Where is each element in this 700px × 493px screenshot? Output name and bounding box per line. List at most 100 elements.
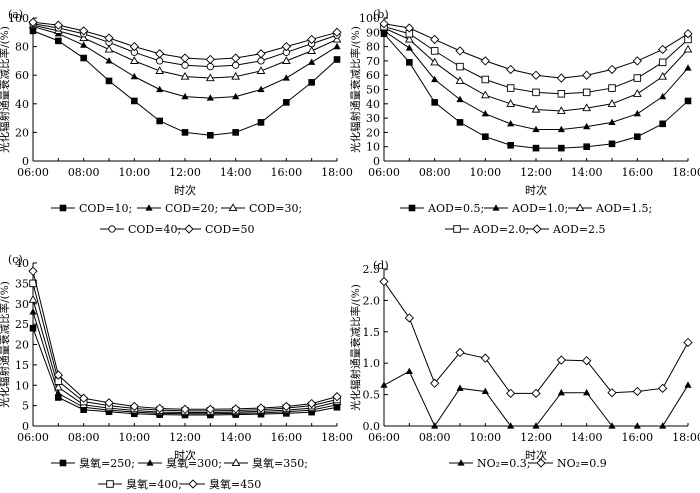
data-point <box>532 422 540 429</box>
data-point <box>231 71 241 80</box>
data-point <box>532 125 540 133</box>
data-point <box>80 54 87 62</box>
legend-entry: COD=50 <box>205 223 254 236</box>
data-point <box>506 64 516 75</box>
data-point <box>333 56 341 63</box>
series-line-2 <box>32 299 338 414</box>
series-line-1 <box>383 281 689 394</box>
data-point <box>607 64 617 75</box>
data-point <box>205 73 215 82</box>
data-point <box>556 73 566 83</box>
chart-panel-0: 0 20 40 60 80 100 06:00 08:00 10:00 12:00 14:00 16:… <box>0 8 353 236</box>
data-point <box>105 77 113 85</box>
series-line-1 <box>32 311 338 415</box>
data-point <box>105 57 113 64</box>
data-point <box>556 355 566 365</box>
data-point <box>307 398 317 409</box>
data-point <box>257 85 265 93</box>
series-line-3 <box>32 283 338 412</box>
y-tick-label: 30 <box>366 112 380 125</box>
data-point <box>256 66 266 74</box>
data-point <box>480 353 490 363</box>
data-point <box>507 120 515 127</box>
legend-entry: COD=10; <box>79 202 132 215</box>
data-point <box>583 143 590 150</box>
data-point <box>482 133 489 140</box>
data-point <box>232 129 239 136</box>
legend-entry: COD=30; <box>249 202 302 215</box>
x-tick-label: 10:00 <box>118 166 150 179</box>
data-point <box>79 26 89 36</box>
data-point <box>406 59 413 66</box>
y-tick-label: 35 <box>15 277 29 290</box>
legend-entry: 臭氧=300; <box>166 456 222 470</box>
data-point <box>658 58 667 67</box>
y-tick-label: 40 <box>366 98 380 111</box>
y-tick-label: 60 <box>15 69 29 82</box>
data-point <box>104 44 114 53</box>
x-axis-label: 时次 <box>174 183 196 197</box>
data-point <box>156 57 164 65</box>
data-point <box>430 34 440 45</box>
data-point <box>430 47 439 55</box>
x-tick-label: 10:00 <box>469 431 501 444</box>
data-point <box>282 74 290 81</box>
data-point <box>104 398 114 408</box>
data-point <box>557 125 565 133</box>
legend-entry: COD=40; <box>128 223 181 236</box>
data-point <box>683 29 693 39</box>
data-point <box>380 381 388 388</box>
data-point <box>180 53 190 63</box>
x-tick-label: 18:00 <box>672 166 700 179</box>
legend-marker <box>59 204 67 212</box>
data-point <box>28 17 38 27</box>
y-tick-label: 15 <box>15 359 29 372</box>
x-tick-label: 18:00 <box>321 166 353 179</box>
legend-marker <box>492 204 500 211</box>
legend-marker <box>106 480 114 488</box>
data-point <box>532 88 540 97</box>
legend-entry: AOD=0.5; <box>427 202 484 215</box>
series-line-0 <box>32 30 338 136</box>
y-tick-label: 90 <box>366 26 380 39</box>
data-point <box>607 388 617 398</box>
data-point <box>281 41 291 52</box>
data-point <box>557 90 566 98</box>
x-axis-label: 时次 <box>174 448 196 462</box>
data-point <box>481 110 489 117</box>
x-tick-label: 08:00 <box>68 431 100 444</box>
data-point <box>380 30 388 38</box>
legend-marker <box>453 225 461 233</box>
data-point <box>507 141 514 149</box>
data-point <box>205 54 215 65</box>
data-point <box>456 62 464 71</box>
x-tick-label: 06:00 <box>368 431 400 444</box>
data-point <box>683 44 693 53</box>
data-point <box>532 144 540 152</box>
x-tick-label: 10:00 <box>469 166 501 179</box>
data-point <box>582 70 592 80</box>
y-axis-label: 光化辐射通量衰减比率/(%) <box>349 284 362 411</box>
data-point <box>206 94 214 101</box>
data-point <box>332 27 342 37</box>
series-line-0 <box>383 370 689 428</box>
data-point <box>53 370 63 380</box>
data-point <box>156 85 164 93</box>
y-tick-label: 100 <box>8 12 29 25</box>
data-point <box>507 422 515 429</box>
data-point <box>80 41 88 48</box>
data-point <box>231 404 241 414</box>
data-point <box>104 33 114 43</box>
x-tick-label: 16:00 <box>621 166 653 179</box>
chart-panel-2: 0 5 10 15 20 25 30 35 40 06:00 08:00 10:00 12:00 14:0… <box>0 253 353 491</box>
data-point <box>281 401 291 412</box>
y-tick-label: 40 <box>15 98 29 111</box>
data-point <box>607 99 617 107</box>
panel-label: (c) <box>8 253 23 266</box>
data-point <box>332 392 342 402</box>
data-point <box>431 99 438 106</box>
x-axis-label: 时次 <box>525 183 547 197</box>
data-point <box>379 19 389 29</box>
data-point <box>582 103 592 112</box>
y-tick-label: 70 <box>366 55 380 68</box>
